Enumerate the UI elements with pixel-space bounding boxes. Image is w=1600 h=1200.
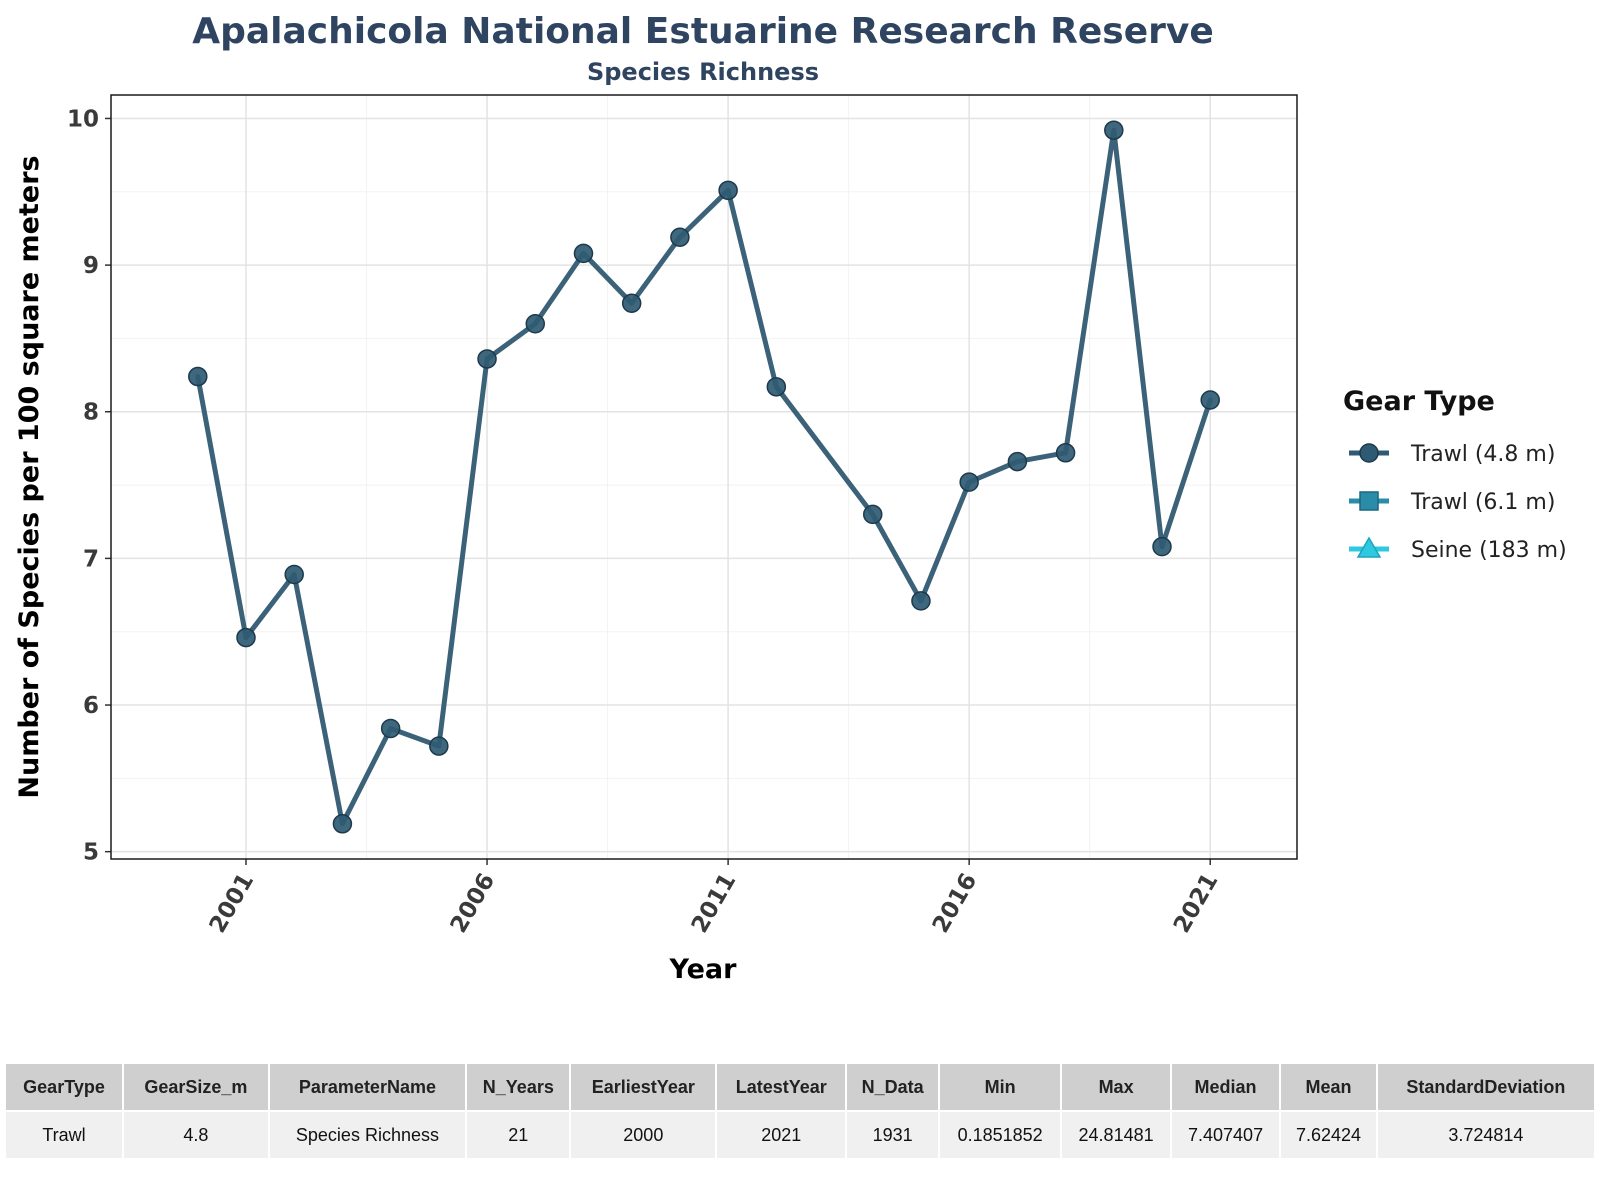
data-point xyxy=(1104,120,1124,140)
legend-label: Trawl (6.1 m) xyxy=(1410,490,1555,515)
x-tick-label: 2006 xyxy=(446,869,501,937)
table-cell: 0.1851852 xyxy=(939,1110,1061,1158)
data-point xyxy=(236,627,256,648)
table-header-cell: N_Data xyxy=(847,1064,938,1110)
y-tick-label: 6 xyxy=(83,693,99,719)
legend: Gear Type Trawl (4.8 m) Trawl (6.1 m) Sein… xyxy=(1343,386,1567,563)
data-point xyxy=(188,366,208,387)
y-tick-label: 9 xyxy=(83,253,99,279)
x-tick-label: 2001 xyxy=(205,869,260,937)
x-tick-label: 2016 xyxy=(928,869,983,937)
y-tick-label: 10 xyxy=(67,106,99,132)
table-header-cell: EarliestYear xyxy=(571,1064,716,1110)
legend-item: Trawl (4.8 m) xyxy=(1349,442,1555,467)
data-point xyxy=(284,564,304,585)
legend-square-marker xyxy=(1359,491,1379,511)
legend-item: Trawl (6.1 m) xyxy=(1349,490,1555,515)
data-point xyxy=(573,243,594,264)
data-point xyxy=(911,591,931,611)
y-tick-label: 5 xyxy=(83,840,99,866)
x-tick-label: 2021 xyxy=(1169,869,1224,937)
table-header-cell: N_Years xyxy=(467,1064,570,1110)
y-axis-title: Number of Species per 100 square meters xyxy=(14,155,45,798)
table-cell: 3.724814 xyxy=(1377,1110,1594,1158)
table-header-cell: LatestYear xyxy=(717,1064,846,1110)
table-cell: 7.407407 xyxy=(1171,1110,1280,1158)
table-cell: 2021 xyxy=(717,1110,846,1158)
data-point xyxy=(429,736,449,756)
data-point xyxy=(477,349,497,369)
table-header-cell: ParameterName xyxy=(269,1064,466,1110)
y-tick-label: 7 xyxy=(83,546,99,572)
data-point xyxy=(862,504,883,525)
data-point xyxy=(621,293,642,313)
table-header-cell: GearSize_m xyxy=(124,1064,268,1110)
chart: Apalachicola National Estuarine Research… xyxy=(14,11,1567,985)
legend-circle-marker xyxy=(1359,443,1379,463)
data-point xyxy=(670,227,690,247)
table-header-cell: Min xyxy=(939,1064,1061,1110)
table-header-cell: Max xyxy=(1062,1064,1170,1110)
grid-lines xyxy=(111,95,1297,859)
data-point xyxy=(1007,451,1028,472)
summary-table: GearType GearSize_m ParameterName N_Years Ea… xyxy=(4,1064,1596,1158)
chart-subtitle: Species Richness xyxy=(587,58,819,86)
data-point xyxy=(1152,536,1172,557)
data-point xyxy=(718,180,738,201)
data-point xyxy=(525,314,546,334)
legend-triangle-marker xyxy=(1356,536,1382,558)
data-point xyxy=(1200,390,1220,410)
table-cell: 7.62424 xyxy=(1281,1110,1376,1158)
table-cell: 4.8 xyxy=(124,1110,268,1158)
data-point xyxy=(959,472,979,492)
series-layer xyxy=(188,120,1220,834)
legend-label: Trawl (4.8 m) xyxy=(1410,442,1555,467)
table-header-cell: Mean xyxy=(1281,1064,1376,1110)
table-cell: Species Richness xyxy=(269,1110,466,1158)
legend-label: Seine (183 m) xyxy=(1411,538,1567,563)
legend-item: Seine (183 m) xyxy=(1349,536,1567,563)
table-cell: 24.81481 xyxy=(1062,1110,1170,1158)
table-header-cell: GearType xyxy=(6,1064,123,1110)
plot-panel xyxy=(111,95,1297,859)
table-cell: 21 xyxy=(467,1110,570,1158)
table-header-cell: StandardDeviation xyxy=(1377,1064,1594,1110)
plot-border xyxy=(110,94,1298,860)
data-point xyxy=(1055,443,1076,463)
table-cell: 1931 xyxy=(847,1110,938,1158)
data-point xyxy=(380,718,401,739)
table-row: Trawl 4.8 Species Richness 21 2000 2021 1931 0.… xyxy=(6,1110,1594,1158)
table-cell: 2000 xyxy=(571,1110,716,1158)
table-cell: Trawl xyxy=(6,1110,123,1158)
table-header-cell: Median xyxy=(1171,1064,1280,1110)
x-axis-title: Year xyxy=(669,954,738,985)
table-header-row: GearType GearSize_m ParameterName N_Years Ea… xyxy=(6,1064,1594,1110)
data-point xyxy=(766,377,787,397)
legend-title: Gear Type xyxy=(1343,386,1495,417)
data-point xyxy=(332,814,353,834)
x-tick-label: 2011 xyxy=(687,869,742,937)
chart-title: Apalachicola National Estuarine Research… xyxy=(192,11,1214,52)
y-tick-label: 8 xyxy=(83,400,99,426)
